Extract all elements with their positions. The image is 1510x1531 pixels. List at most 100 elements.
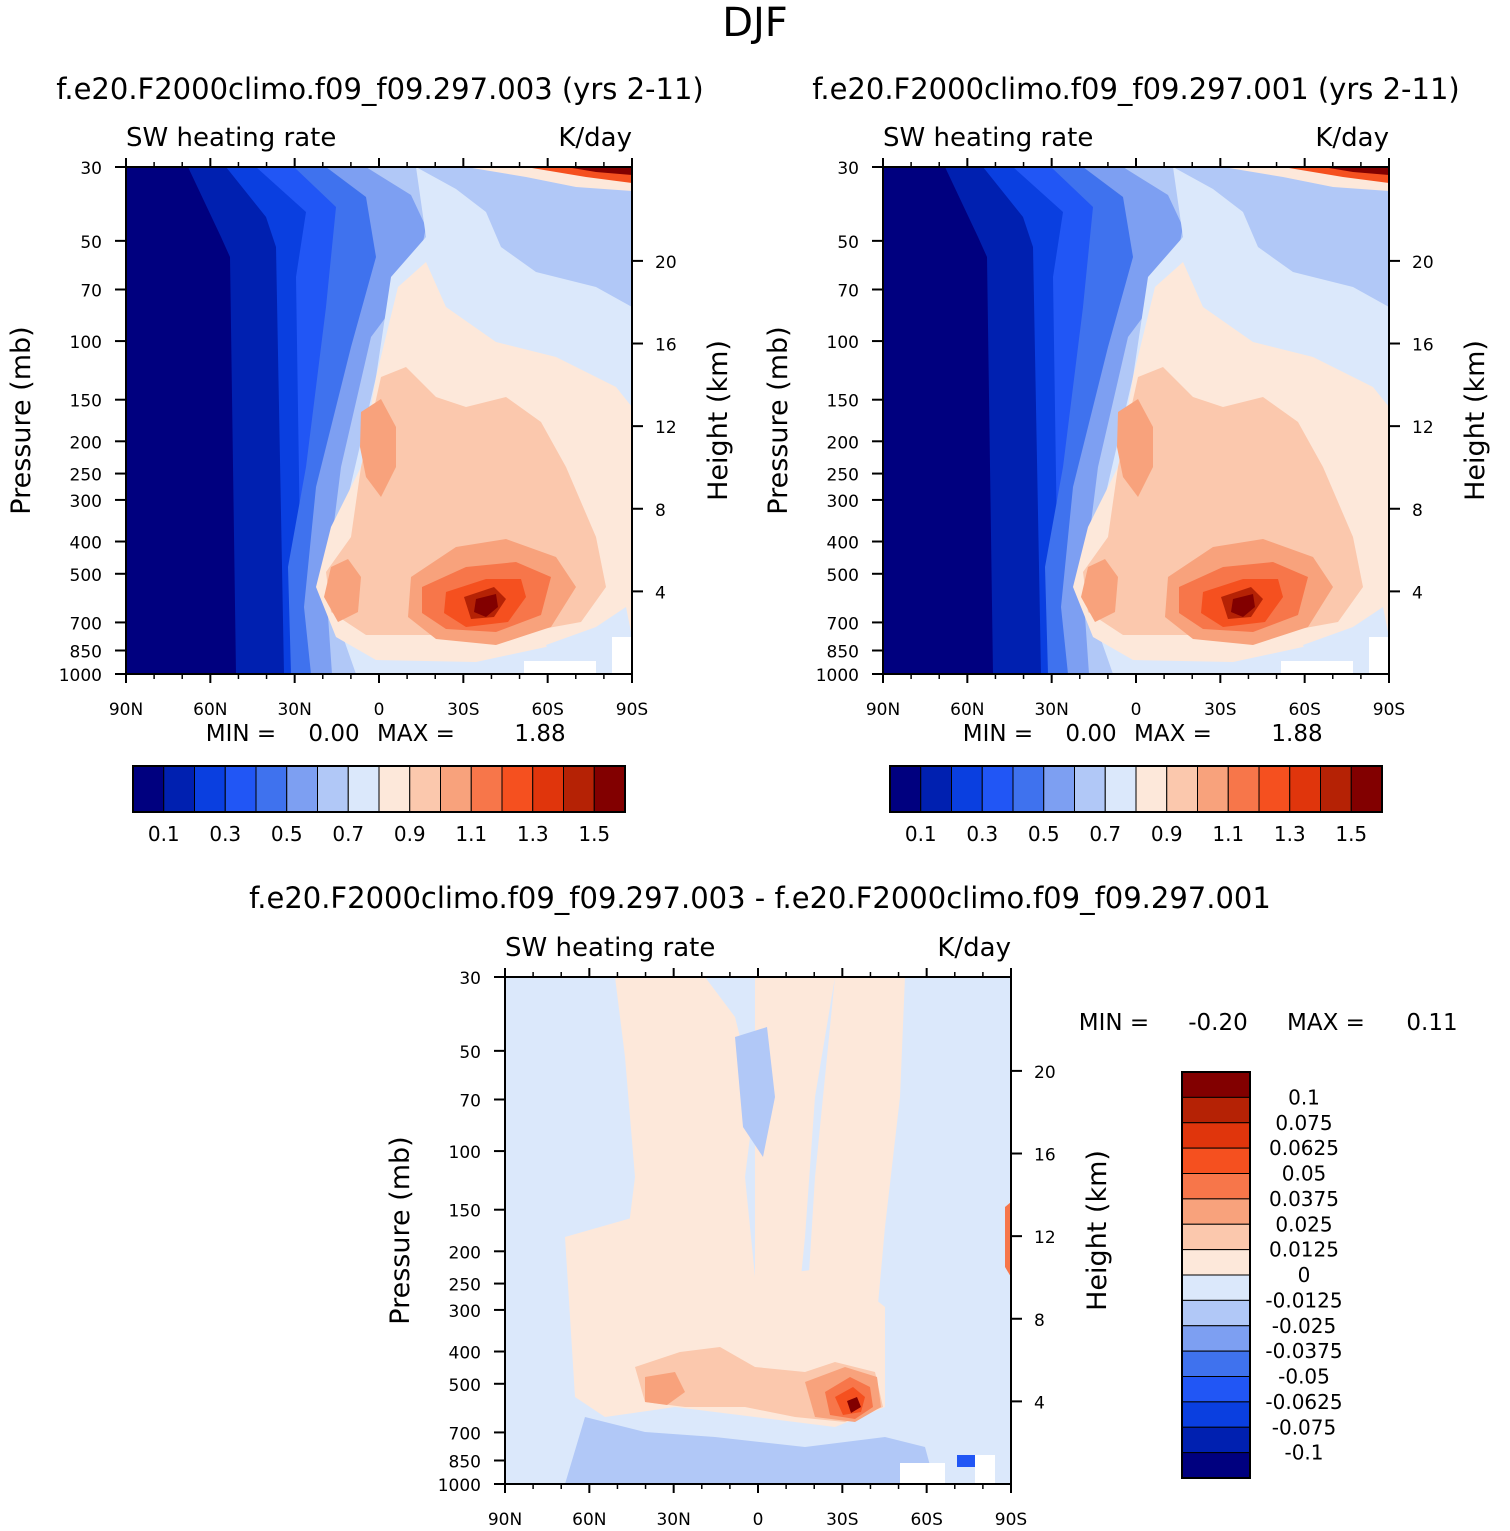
y-tick-label: 400 [449, 1344, 481, 1364]
max-label: MAX = [1287, 1010, 1365, 1036]
colorbar-label: 0.9 [1151, 822, 1183, 846]
colorbar-box [920, 765, 952, 813]
colorbar-box [1181, 1299, 1251, 1327]
colorbar-label: 0.05 [1282, 1162, 1327, 1186]
y-tick-label: 200 [70, 433, 102, 453]
y-tick-label: 700 [70, 614, 102, 634]
y-tick-label: 1000 [59, 666, 102, 686]
height-tick-label: 8 [1034, 1311, 1045, 1331]
variable-label: SW heating rate [126, 123, 336, 153]
y-tick-label: 50 [837, 233, 859, 253]
x-tick-label: 30N [656, 1510, 690, 1530]
colorbar-box [132, 765, 165, 813]
missing-data [524, 661, 596, 674]
y-tick-label: 70 [837, 282, 859, 302]
height-tick-label: 8 [655, 501, 666, 521]
height-tick-label: 12 [1034, 1228, 1056, 1248]
colorbar-label: 0.5 [271, 822, 303, 846]
y-tick-label: 100 [70, 333, 102, 353]
colorbar-box [163, 765, 195, 813]
colorbar-box [1197, 765, 1229, 813]
x-tick-label: 90S [616, 700, 648, 720]
x-tick-label: 90S [1373, 700, 1405, 720]
colorbar-box [286, 765, 318, 813]
min-label: MIN = [1079, 1010, 1149, 1036]
colorbar-box [1074, 765, 1106, 813]
units-label: K/day [558, 123, 632, 153]
variable-label: SW heating rate [505, 933, 715, 963]
contour-band-level-15 [1323, 167, 1389, 175]
y-tick-label: 50 [459, 1043, 481, 1063]
contour-field [126, 167, 632, 674]
difference-title: f.e20.F2000climo.f09_f09.297.003 - f.e20… [249, 881, 1271, 915]
colorbar-box [1320, 765, 1352, 813]
colorbar-label: 0.7 [332, 822, 364, 846]
contour-band-level-15 [1231, 594, 1255, 617]
x-tick-label: 90N [488, 1510, 522, 1530]
y-tick-label: 300 [70, 492, 102, 512]
height-tick-label: 12 [655, 418, 677, 438]
colorbar-box [440, 765, 472, 813]
colorbar-box [889, 765, 922, 813]
colorbar-box [1227, 765, 1260, 813]
colorbar-box [224, 765, 257, 813]
colorbar-box [1135, 765, 1168, 813]
colorbar-label: -0.075 [1272, 1415, 1336, 1439]
missing-data [900, 1463, 945, 1484]
colorbar-frame [132, 765, 626, 813]
contour-field [883, 167, 1389, 674]
units-label: K/day [1315, 123, 1389, 153]
y-axis-title: Pressure (mb) [385, 1136, 416, 1324]
colorbar-box [1043, 765, 1075, 813]
colorbar-box [1181, 1096, 1251, 1124]
min-value: -0.20 [1188, 1010, 1248, 1036]
y-tick-label: 400 [70, 534, 102, 554]
colorbar-box [1181, 1122, 1251, 1149]
variable-label: SW heating rate [883, 123, 1093, 153]
max-label: MAX = [1134, 721, 1212, 747]
y-tick-label: 500 [827, 566, 859, 586]
max-value: 0.11 [1406, 1010, 1457, 1036]
contour-band-level-10 [360, 399, 396, 497]
colorbar-label: 1.5 [578, 822, 610, 846]
colorbar-box [1181, 1198, 1251, 1225]
colorbar-box [1181, 1223, 1251, 1251]
colorbar-box [951, 765, 983, 813]
colorbar-label: 0.0625 [1269, 1136, 1339, 1160]
height-tick-label: 8 [1412, 501, 1423, 521]
contour-band-level-7 [546, 607, 632, 674]
min-value: 0.00 [1065, 721, 1116, 747]
colorbar-label: -0.0625 [1265, 1390, 1342, 1414]
y-tick-label: 850 [449, 1453, 481, 1473]
x-tick-label: 90N [866, 700, 900, 720]
contour-band-level-10 [645, 1372, 685, 1405]
y-tick-label: 250 [827, 466, 859, 486]
panel-difference: 90N 60N 30N 0 30S 60S 90S305070100150200250300… [385, 933, 1458, 1530]
x-tick-label: 60N [572, 1510, 606, 1530]
y-axis-title: Pressure (mb) [6, 326, 37, 514]
colorbar-label: -0.0125 [1265, 1288, 1342, 1312]
y-tick-label: 700 [827, 614, 859, 634]
colorbar-label: 0.1 [905, 822, 937, 846]
y-axis-title-right: Height (km) [1460, 340, 1491, 501]
colorbar-box [1181, 1401, 1251, 1428]
contour-band-level-10 [1081, 559, 1118, 622]
missing-data [1369, 637, 1389, 674]
y-tick-label: 30 [459, 969, 481, 989]
x-tick-label: 0 [1131, 700, 1142, 720]
colorbar-label: -0.0375 [1265, 1339, 1342, 1363]
y-tick-label: 50 [80, 233, 102, 253]
missing-data [612, 637, 632, 674]
y-axis-title-right: Height (km) [1082, 1150, 1113, 1311]
contour-band-level-10 [1117, 399, 1153, 497]
colorbar-label: 0.7 [1089, 822, 1121, 846]
colorbar-box [194, 765, 226, 813]
colorbar-label: 0.0375 [1269, 1187, 1339, 1211]
y-tick-label: 250 [449, 1276, 481, 1296]
colorbar-box [347, 765, 380, 813]
x-tick-label: 30N [277, 700, 311, 720]
height-tick-label: 20 [655, 253, 677, 273]
x-tick-label: 0 [753, 1510, 764, 1530]
colorbar-box [1181, 1376, 1251, 1403]
case-title: f.e20.F2000climo.f09_f09.297.003 (yrs 2-… [56, 72, 703, 106]
